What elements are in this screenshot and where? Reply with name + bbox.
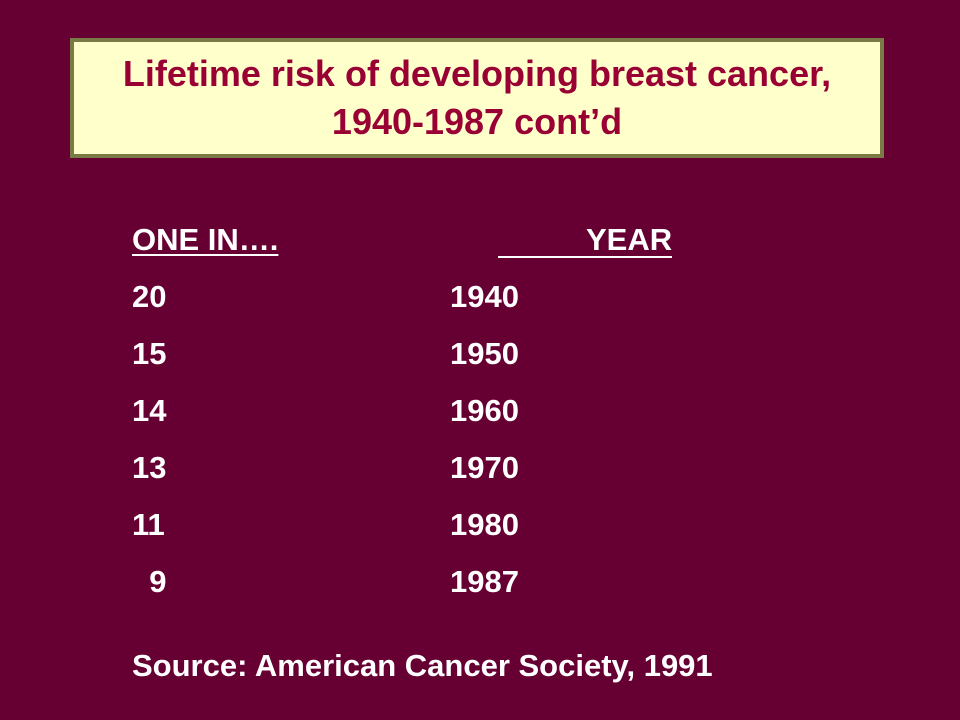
year-value: 1940 [450,279,519,314]
risk-value: 13 [132,450,167,485]
risk-value: 20 [132,279,167,314]
year-value: 1960 [450,393,519,428]
header-year-wrap: YEAR [498,216,673,264]
header-year: YEAR [586,222,673,257]
risk-value: 14 [132,393,167,428]
header-year-underline [498,256,673,258]
slide-title: Lifetime risk of developing breast cance… [122,53,832,142]
header-one-in: ONE IN…. [132,222,279,257]
risk-value: 11 [132,507,165,542]
year-value: 1980 [450,507,519,542]
source-citation: Source: American Cancer Society, 1991 [132,648,713,683]
year-value: 1950 [450,336,519,371]
year-value: 1987 [450,564,519,599]
risk-value: 9 [132,564,167,599]
slide-title-box: Lifetime risk of developing breast cance… [70,38,884,158]
year-value: 1970 [450,450,519,485]
risk-value: 15 [132,336,167,371]
